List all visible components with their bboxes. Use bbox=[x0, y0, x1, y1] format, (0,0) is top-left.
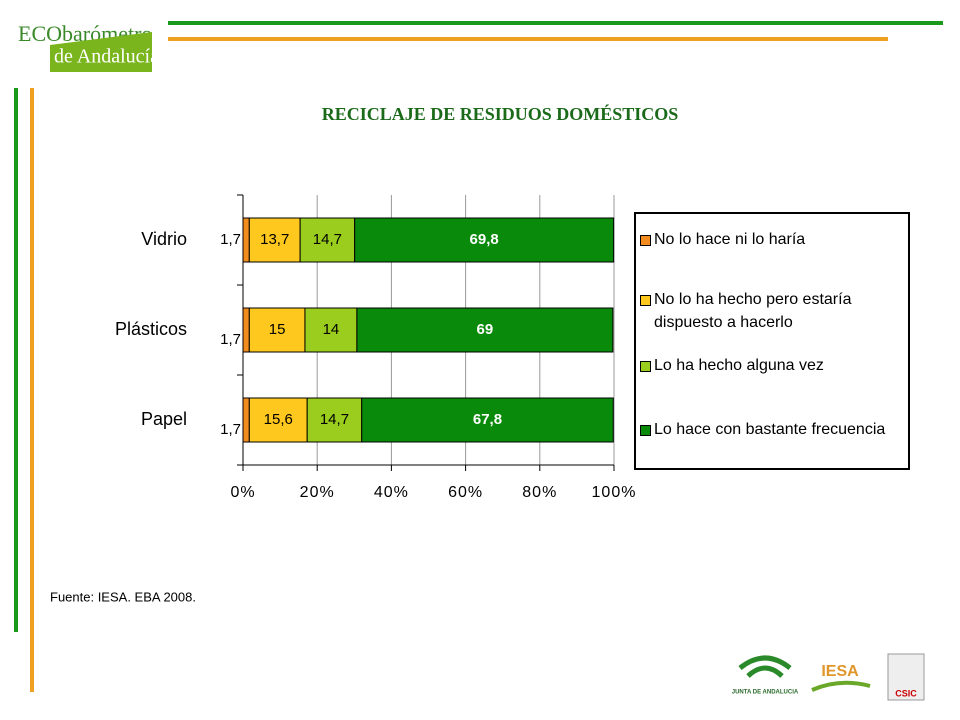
bar-segment bbox=[299, 217, 356, 263]
data-label: 69,8 bbox=[470, 231, 499, 248]
data-label: 15,6 bbox=[264, 411, 293, 428]
logo-text: CSIC bbox=[895, 688, 917, 698]
legend-label: Lo hace con bastante frecuencia bbox=[654, 421, 886, 438]
x-tick-label: 40% bbox=[374, 484, 409, 501]
y-tick-label: Papel bbox=[141, 409, 187, 429]
logo-text: JUNTA DE ANDALUCIA bbox=[732, 690, 799, 696]
logo-csic bbox=[887, 653, 925, 701]
bar-segment bbox=[248, 307, 306, 353]
bar-segment bbox=[248, 397, 308, 443]
logo-junta bbox=[738, 655, 792, 678]
data-label: 15 bbox=[269, 321, 286, 338]
x-tick-label: 20% bbox=[300, 484, 335, 501]
legend-label: No lo hace ni lo haría bbox=[654, 231, 806, 248]
x-tick-label: 100% bbox=[592, 484, 637, 501]
legend-swatch bbox=[640, 235, 651, 246]
bar-segment bbox=[361, 397, 614, 443]
legend-label: Lo ha hecho alguna vez bbox=[654, 357, 824, 374]
data-label: 14 bbox=[323, 321, 340, 338]
bar-segment bbox=[354, 217, 615, 263]
data-label: 1,7 bbox=[220, 421, 241, 438]
data-label: 13,7 bbox=[260, 231, 289, 248]
legend-label: No lo ha hecho pero estaría dispuesto a … bbox=[654, 291, 852, 331]
bar-segment bbox=[248, 217, 301, 263]
legend-swatch bbox=[640, 295, 651, 306]
bar-segment bbox=[242, 397, 250, 443]
logo-text: IESA bbox=[821, 663, 859, 680]
data-label: 14,7 bbox=[313, 231, 342, 248]
bar-segment bbox=[242, 307, 250, 353]
chart-title: RECICLAJE DE RESIDUOS DOMÉSTICOS bbox=[322, 103, 679, 124]
data-label: 14,7 bbox=[320, 411, 349, 428]
legend: No lo hace ni lo haría No lo ha hecho per… bbox=[634, 212, 910, 470]
data-label: 1,7 bbox=[220, 331, 241, 348]
logo-iesa bbox=[811, 680, 871, 692]
legend-swatch bbox=[640, 425, 651, 436]
legend-item: Lo ha hecho alguna vez bbox=[640, 354, 904, 377]
x-tick-label: 0% bbox=[230, 484, 255, 501]
bar-segment bbox=[242, 217, 250, 263]
legend-item: No lo ha hecho pero estaría dispuesto a … bbox=[640, 288, 904, 334]
legend-swatch bbox=[640, 361, 651, 372]
y-tick-label: Vidrio bbox=[141, 229, 187, 249]
source: Fuente: IESA. EBA 2008. bbox=[50, 589, 196, 604]
logo-band bbox=[50, 32, 152, 72]
bar-segment bbox=[356, 307, 614, 353]
legend-item: Lo hace con bastante frecuencia bbox=[640, 418, 904, 441]
data-label: 67,8 bbox=[473, 411, 502, 428]
logo-text: de Andalucía bbox=[54, 46, 159, 68]
x-tick-label: 60% bbox=[448, 484, 483, 501]
data-label: 69 bbox=[477, 321, 494, 338]
data-label: 1,7 bbox=[220, 231, 241, 248]
x-tick-label: 80% bbox=[522, 484, 557, 501]
legend-item: No lo hace ni lo haría bbox=[640, 228, 904, 251]
y-tick-label: Plásticos bbox=[115, 319, 187, 339]
